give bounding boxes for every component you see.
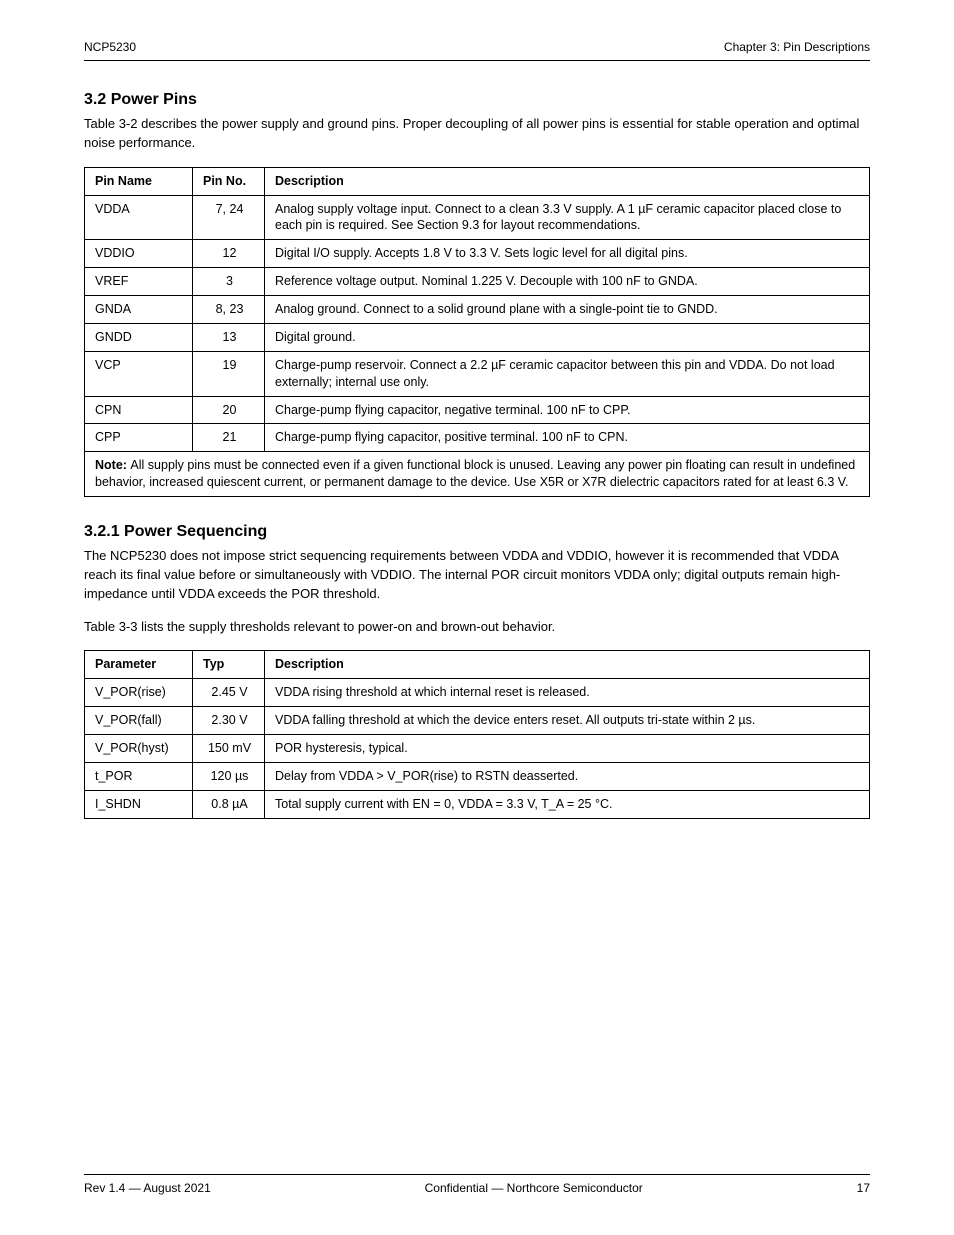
header-rule [84, 60, 870, 61]
table-row: VREF 3 Reference voltage output. Nominal… [85, 268, 870, 296]
col-header-desc: Description [265, 167, 870, 195]
col-header-typ: Typ [193, 651, 265, 679]
section-heading-power-seq: 3.2.1 Power Sequencing [84, 523, 870, 541]
section1-intro: Table 3-2 describes the power supply and… [84, 115, 870, 153]
cell-desc: VDDA rising threshold at which internal … [265, 679, 870, 707]
header-right: Chapter 3: Pin Descriptions [724, 40, 870, 54]
cell-param: I_SHDN [85, 790, 193, 818]
cell-pin-no: 12 [193, 240, 265, 268]
cell-pin-name: CPP [85, 424, 193, 452]
cell-typ: 2.45 V [193, 679, 265, 707]
cell-desc: POR hysteresis, typical. [265, 735, 870, 763]
table-header-row: Parameter Typ Description [85, 651, 870, 679]
cell-desc: VDDA falling threshold at which the devi… [265, 707, 870, 735]
cell-pin-no: 13 [193, 323, 265, 351]
cell-pin-no: 3 [193, 268, 265, 296]
note-text: All supply pins must be connected even i… [95, 458, 855, 489]
cell-pin-name: VDDIO [85, 240, 193, 268]
cell-desc: Charge-pump flying capacitor, positive t… [265, 424, 870, 452]
table-header-row: Pin Name Pin No. Description [85, 167, 870, 195]
cell-typ: 2.30 V [193, 707, 265, 735]
cell-pin-name: VCP [85, 351, 193, 396]
cell-pin-name: GNDD [85, 323, 193, 351]
header-left: NCP5230 [84, 40, 136, 54]
cell-typ: 120 µs [193, 762, 265, 790]
cell-desc: Reference voltage output. Nominal 1.225 … [265, 268, 870, 296]
table-row: VDDIO 12 Digital I/O supply. Accepts 1.8… [85, 240, 870, 268]
cell-pin-no: 19 [193, 351, 265, 396]
table-note-cell: Note: All supply pins must be connected … [85, 452, 870, 497]
cell-pin-no: 21 [193, 424, 265, 452]
cell-param: V_POR(hyst) [85, 735, 193, 763]
section2-para2: Table 3-3 lists the supply thresholds re… [84, 618, 870, 637]
col-header-desc: Description [265, 651, 870, 679]
page-footer: Rev 1.4 — August 2021 Confidential — Nor… [84, 1174, 870, 1195]
col-header-param: Parameter [85, 651, 193, 679]
cell-desc: Digital ground. [265, 323, 870, 351]
cell-param: V_POR(fall) [85, 707, 193, 735]
table-row: GNDD 13 Digital ground. [85, 323, 870, 351]
cell-desc: Total supply current with EN = 0, VDDA =… [265, 790, 870, 818]
page-header: NCP5230 Chapter 3: Pin Descriptions [84, 40, 870, 54]
cell-pin-no: 8, 23 [193, 296, 265, 324]
table-row: CPN 20 Charge-pump flying capacitor, neg… [85, 396, 870, 424]
table-thresholds: Parameter Typ Description V_POR(rise) 2.… [84, 650, 870, 818]
cell-pin-name: VDDA [85, 195, 193, 240]
table-row: V_POR(fall) 2.30 V VDDA falling threshol… [85, 707, 870, 735]
footer-center: Confidential — Northcore Semiconductor [425, 1181, 643, 1195]
page: NCP5230 Chapter 3: Pin Descriptions 3.2 … [0, 0, 954, 1235]
cell-desc: Analog ground. Connect to a solid ground… [265, 296, 870, 324]
table-row: t_POR 120 µs Delay from VDDA > V_POR(ris… [85, 762, 870, 790]
cell-desc: Digital I/O supply. Accepts 1.8 V to 3.3… [265, 240, 870, 268]
table-row: VCP 19 Charge-pump reservoir. Connect a … [85, 351, 870, 396]
cell-pin-name: VREF [85, 268, 193, 296]
table-power-pins: Pin Name Pin No. Description VDDA 7, 24 … [84, 167, 870, 497]
cell-pin-name: CPN [85, 396, 193, 424]
col-header-pin-name: Pin Name [85, 167, 193, 195]
cell-desc: Charge-pump flying capacitor, negative t… [265, 396, 870, 424]
cell-pin-no: 20 [193, 396, 265, 424]
section-heading-power-pins: 3.2 Power Pins [84, 91, 870, 109]
table-note-row: Note: All supply pins must be connected … [85, 452, 870, 497]
cell-desc: Charge-pump reservoir. Connect a 2.2 µF … [265, 351, 870, 396]
table-row: V_POR(rise) 2.45 V VDDA rising threshold… [85, 679, 870, 707]
table-row: I_SHDN 0.8 µA Total supply current with … [85, 790, 870, 818]
footer-left: Rev 1.4 — August 2021 [84, 1181, 211, 1195]
table-row: VDDA 7, 24 Analog supply voltage input. … [85, 195, 870, 240]
cell-param: V_POR(rise) [85, 679, 193, 707]
section2-intro: The NCP5230 does not impose strict seque… [84, 547, 870, 604]
footer-right: 17 [857, 1181, 870, 1195]
table-row: CPP 21 Charge-pump flying capacitor, pos… [85, 424, 870, 452]
cell-typ: 150 mV [193, 735, 265, 763]
table-row: GNDA 8, 23 Analog ground. Connect to a s… [85, 296, 870, 324]
table-row: V_POR(hyst) 150 mV POR hysteresis, typic… [85, 735, 870, 763]
cell-typ: 0.8 µA [193, 790, 265, 818]
note-label: Note: [95, 458, 130, 472]
cell-desc: Analog supply voltage input. Connect to … [265, 195, 870, 240]
cell-pin-no: 7, 24 [193, 195, 265, 240]
footer-rule [84, 1174, 870, 1175]
cell-param: t_POR [85, 762, 193, 790]
cell-pin-name: GNDA [85, 296, 193, 324]
col-header-pin-no: Pin No. [193, 167, 265, 195]
cell-desc: Delay from VDDA > V_POR(rise) to RSTN de… [265, 762, 870, 790]
